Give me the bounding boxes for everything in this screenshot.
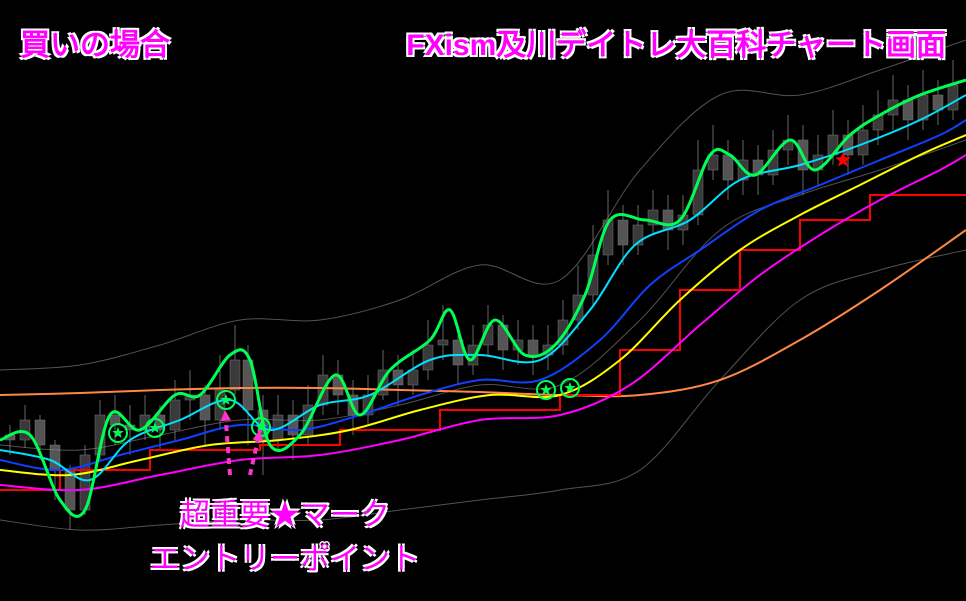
annotation-block: 超重要★マーク エントリーポイント [150,490,420,578]
candlestick-chart [0,0,966,601]
candle [230,360,240,390]
title-left: 買いの場合 [20,20,170,64]
entry-star-marker [540,384,551,395]
title-right: FXism及川デイトレ大百科チャート画面 [406,20,946,64]
annotation-line1: 超重要★マーク [150,490,420,534]
candle [423,345,433,370]
magenta-ma-line [0,155,966,490]
candle [408,370,418,385]
candle [618,220,628,245]
candle [170,400,180,430]
candle [528,340,538,355]
candle [723,155,733,180]
candle [50,445,60,470]
green-ma-line [0,80,966,516]
entry-star-marker [112,427,123,438]
candle [438,340,448,345]
annotation-line2: エントリーポイント [150,534,420,578]
orange-ma-line [0,230,966,396]
candle [35,420,45,445]
candle [948,85,958,110]
